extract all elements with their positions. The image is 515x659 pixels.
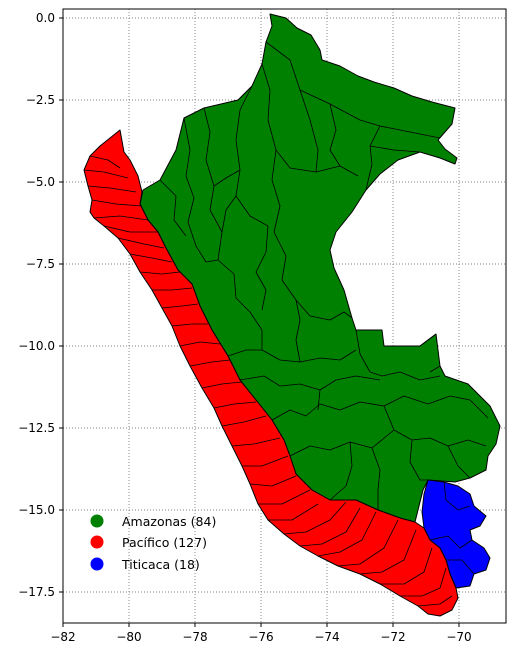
legend-label-pacifico: Pacífico (127): [122, 535, 207, 550]
legend-label-titicaca: Titicaca (18): [121, 557, 200, 572]
y-tick-label: −2.5: [26, 93, 55, 107]
y-tick-label: −7.5: [26, 257, 55, 271]
y-tick-label: 0.0: [36, 11, 55, 25]
x-tick-label: −72: [380, 630, 405, 644]
legend-marker-amazonas: [90, 514, 104, 528]
amazonas-basin: [139, 13, 501, 523]
x-tick-label: −80: [116, 630, 141, 644]
pacifico-basin: [83, 129, 459, 617]
x-tick-label: −78: [182, 630, 207, 644]
y-tick-label: −12.5: [18, 421, 55, 435]
y-tick-label: −15.0: [18, 503, 55, 517]
y-tick-label: −5.0: [26, 175, 55, 189]
x-tick-label: −82: [50, 630, 75, 644]
legend-marker-pacifico: [90, 535, 104, 549]
y-tick-label: −17.5: [18, 585, 55, 599]
x-tick-label: −74: [314, 630, 339, 644]
subbasin-boundaries: [83, 41, 489, 607]
y-tick-label: −10.0: [18, 339, 55, 353]
axes-frame: [62, 8, 507, 624]
x-tick-label: −70: [446, 630, 471, 644]
legend-marker-titicaca: [90, 557, 104, 571]
x-tick-label: −76: [248, 630, 273, 644]
legend-label-amazonas: Amazonas (84): [122, 514, 216, 529]
legend: Amazonas (84) Pacífico (127) Titicaca (1…: [90, 514, 216, 572]
y-axis-ticks: 0.0 −2.5 −5.0 −7.5 −10.0 −12.5 −15.0 −17.5: [18, 11, 63, 599]
x-axis-ticks: −82 −80 −78 −76 −74 −72 −70: [50, 623, 472, 644]
